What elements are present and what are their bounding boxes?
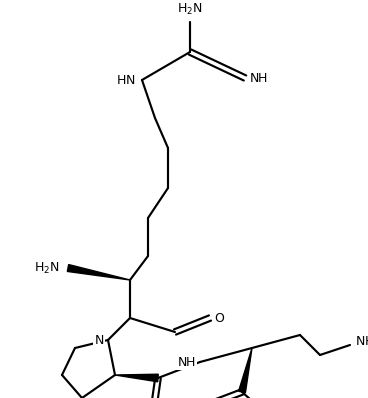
Text: $\rm NH$: $\rm NH$: [249, 72, 268, 84]
Text: $\rm N$: $\rm N$: [94, 334, 104, 347]
Polygon shape: [115, 374, 158, 382]
Polygon shape: [67, 265, 130, 280]
Text: $\rm O$: $\rm O$: [214, 312, 225, 324]
Text: $\rm H_2N$: $\rm H_2N$: [177, 2, 203, 17]
Text: $\rm NH$: $\rm NH$: [177, 355, 196, 369]
Text: $\rm H_2N$: $\rm H_2N$: [35, 260, 60, 275]
Text: $\rm HN$: $\rm HN$: [117, 74, 136, 86]
Text: $\rm NH_2$: $\rm NH_2$: [355, 334, 368, 349]
Polygon shape: [238, 348, 252, 393]
